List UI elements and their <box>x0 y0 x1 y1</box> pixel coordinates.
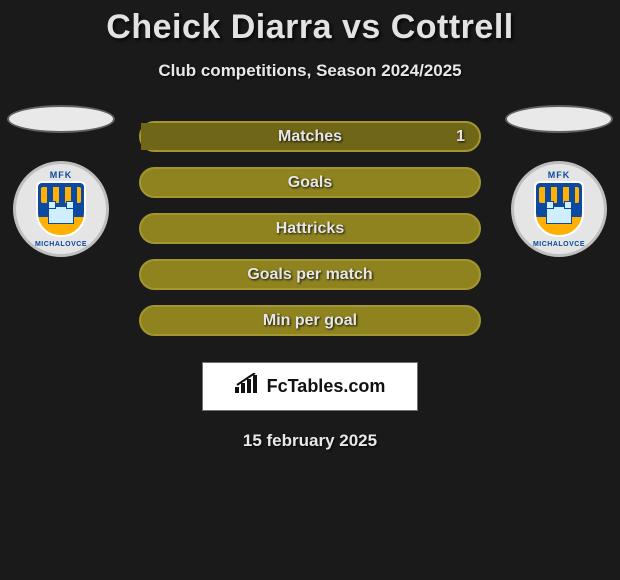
bar-chart-icon <box>235 373 261 400</box>
club-badge-top-text: MFK <box>519 170 599 180</box>
content-row: MFK MICHALOVCE MFK MICHALOVCE Match <box>0 121 620 336</box>
watermark-text: FcTables.com <box>267 376 386 397</box>
stat-bar: Goals <box>139 167 481 198</box>
club-shield-icon <box>534 181 584 237</box>
stat-label: Goals <box>288 174 332 192</box>
watermark: FcTables.com <box>202 362 418 411</box>
player-left-avatar-placeholder <box>7 105 115 133</box>
shield-castle-icon <box>48 206 74 224</box>
club-shield-icon <box>36 181 86 237</box>
club-badge-top-text: MFK <box>21 170 101 180</box>
club-badge-bottom-text: MICHALOVCE <box>519 241 599 248</box>
player-right: MFK MICHALOVCE <box>504 105 614 257</box>
player-left-club-badge: MFK MICHALOVCE <box>13 161 109 257</box>
stat-label: Matches <box>278 128 342 146</box>
page-title: Cheick Diarra vs Cottrell <box>0 8 620 47</box>
comparison-card: Cheick Diarra vs Cottrell Club competiti… <box>0 0 620 451</box>
stat-bar: Matches 1 <box>139 121 481 152</box>
stat-bars: Matches 1 Goals Hattricks Goals per match Min… <box>139 121 481 336</box>
shield-stripes <box>41 187 81 203</box>
player-left: MFK MICHALOVCE <box>6 105 116 257</box>
stat-label: Min per goal <box>263 312 357 330</box>
player-right-avatar-placeholder <box>505 105 613 133</box>
stat-bar: Goals per match <box>139 259 481 290</box>
stat-bar: Min per goal <box>139 305 481 336</box>
stat-label: Goals per match <box>247 266 372 284</box>
stat-value-right: 1 <box>456 128 465 146</box>
date: 15 february 2025 <box>0 431 620 451</box>
club-badge-bottom-text: MICHALOVCE <box>21 241 101 248</box>
player-right-club-badge: MFK MICHALOVCE <box>511 161 607 257</box>
stat-bar: Hattricks <box>139 213 481 244</box>
subtitle: Club competitions, Season 2024/2025 <box>0 61 620 81</box>
stat-label: Hattricks <box>276 220 344 238</box>
shield-stripes <box>539 187 579 203</box>
shield-castle-icon <box>546 206 572 224</box>
